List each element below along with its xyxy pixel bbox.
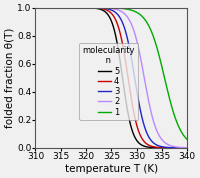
2 [155, 129, 158, 132]
4 [101, 7, 103, 10]
Line: 3: 3 [30, 8, 192, 148]
4 [46, 7, 48, 9]
5 [140, 144, 143, 146]
1 [140, 15, 143, 17]
4 [95, 7, 97, 9]
3 [155, 144, 158, 146]
3 [140, 115, 143, 117]
2 [191, 147, 194, 149]
Line: 2: 2 [30, 8, 192, 148]
5 [95, 7, 97, 9]
3 [191, 147, 194, 149]
5 [29, 7, 32, 9]
2 [101, 7, 103, 9]
2 [95, 7, 97, 9]
2 [29, 7, 32, 9]
Y-axis label: folded fraction θ(T): folded fraction θ(T) [4, 28, 14, 128]
3 [29, 7, 32, 9]
1 [191, 142, 194, 144]
5 [191, 147, 194, 149]
Line: 4: 4 [30, 8, 192, 148]
3 [95, 7, 97, 9]
4 [191, 147, 194, 149]
Line: 1: 1 [30, 8, 192, 143]
4 [29, 7, 32, 9]
3 [101, 7, 103, 9]
Legend: 5, 4, 3, 2, 1: 5, 4, 3, 2, 1 [79, 43, 138, 120]
1 [95, 7, 97, 9]
1 [29, 7, 32, 9]
5 [101, 9, 103, 11]
3 [158, 145, 161, 147]
3 [46, 7, 48, 9]
5 [46, 7, 48, 9]
Line: 5: 5 [30, 8, 192, 148]
2 [46, 7, 48, 9]
1 [158, 56, 161, 59]
2 [140, 62, 143, 64]
1 [155, 46, 158, 48]
4 [140, 137, 143, 139]
X-axis label: temperature T (K): temperature T (K) [65, 164, 158, 174]
5 [155, 147, 158, 149]
2 [158, 135, 161, 137]
5 [158, 147, 161, 149]
4 [155, 146, 158, 148]
1 [101, 7, 103, 9]
4 [158, 146, 161, 149]
1 [46, 7, 48, 9]
